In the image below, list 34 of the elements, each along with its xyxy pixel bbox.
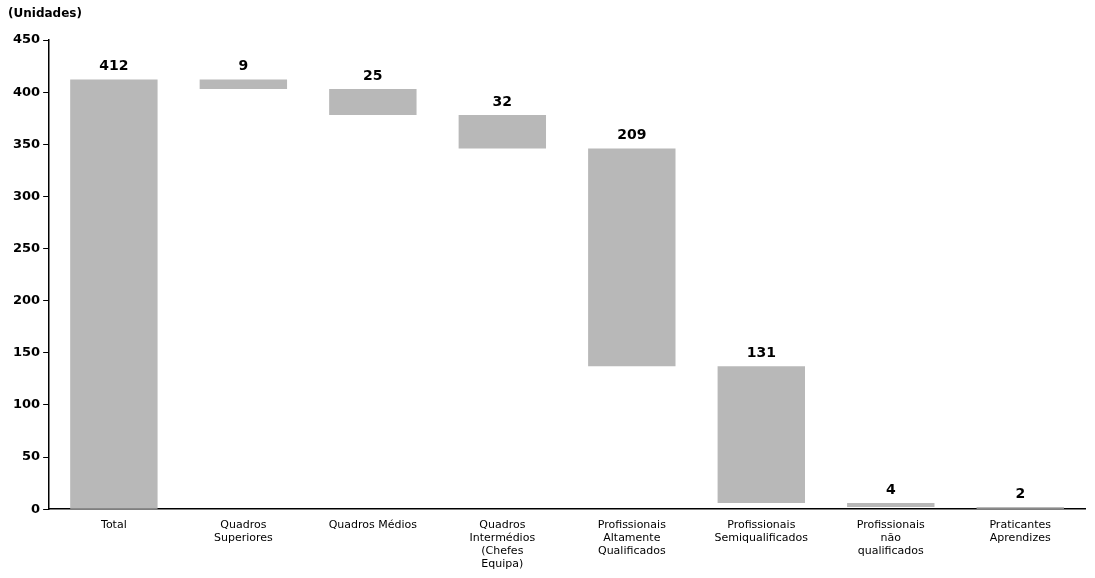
data-label: 32 <box>492 92 513 109</box>
y-tick-label: 50 <box>22 448 41 464</box>
bar <box>588 148 676 367</box>
y-tick-label: 100 <box>13 396 41 412</box>
y-tick-label: 0 <box>31 500 41 516</box>
x-tick-label: Quadros Médios <box>328 517 418 531</box>
data-label: 2 <box>1015 484 1026 501</box>
bar <box>458 115 547 149</box>
y-tick-label: 350 <box>13 135 41 151</box>
bar <box>847 502 935 508</box>
x-tick-label: Praticantes Aprendizes <box>989 517 1052 544</box>
x-tick-label: Quadros Intermédios (Chefes Equipa) <box>469 517 536 571</box>
y-tick-label: 400 <box>13 83 41 99</box>
bar <box>199 79 288 90</box>
bar <box>717 366 805 503</box>
data-label: 412 <box>99 57 129 74</box>
bar <box>329 89 417 116</box>
bar <box>70 79 158 509</box>
y-tick-label: 250 <box>13 239 41 255</box>
y-tick-label: 200 <box>13 292 41 308</box>
y-tick-label: 150 <box>13 344 41 360</box>
data-label: 9 <box>238 57 249 74</box>
y-axis-title: (Unidades) <box>8 6 82 21</box>
x-tick-label: Profissionais não qualificados <box>856 517 926 558</box>
y-tick-label: 300 <box>13 187 41 203</box>
y-tick-label: 450 <box>13 31 41 47</box>
data-label: 4 <box>885 480 896 497</box>
x-tick-label: Quadros Superiores <box>213 517 274 544</box>
data-label: 131 <box>746 344 776 360</box>
x-tick-label: Total <box>100 517 127 531</box>
data-label: 25 <box>363 66 383 83</box>
x-tick-label: Profissionais Semiqualificados <box>714 517 809 544</box>
x-tick-label: Profissionais Altamente Qualificados <box>597 517 667 558</box>
data-label: 209 <box>617 126 647 143</box>
